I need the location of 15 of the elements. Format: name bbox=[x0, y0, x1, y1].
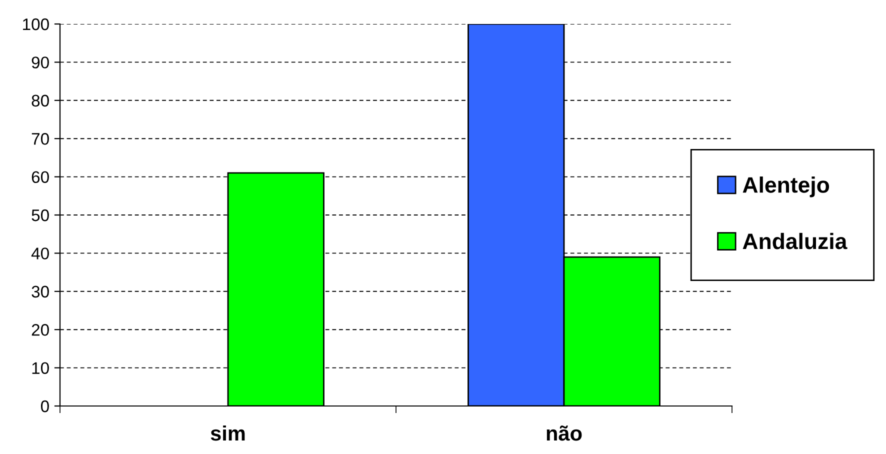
y-tick-label: 10 bbox=[32, 362, 49, 374]
y-tick-label: 40 bbox=[31, 248, 49, 260]
y-tick-label: 70 bbox=[32, 133, 49, 145]
y-tick-label: 20 bbox=[32, 324, 49, 336]
x-tick-label: não bbox=[546, 426, 582, 441]
y-tick-label: 80 bbox=[32, 94, 49, 107]
y-tick-label: 100 bbox=[23, 18, 49, 30]
y-tick-label: 60 bbox=[32, 171, 49, 184]
y-tick-label: 30 bbox=[32, 286, 49, 298]
y-tick-label: 90 bbox=[32, 56, 49, 68]
legend-label: Andaluzia bbox=[742, 232, 848, 250]
y-tick-label: 0 bbox=[40, 400, 49, 412]
y-tick-label: 50 bbox=[32, 209, 49, 222]
legend-label: Alentejo bbox=[742, 176, 830, 198]
x-tick-label: sim bbox=[210, 425, 245, 441]
